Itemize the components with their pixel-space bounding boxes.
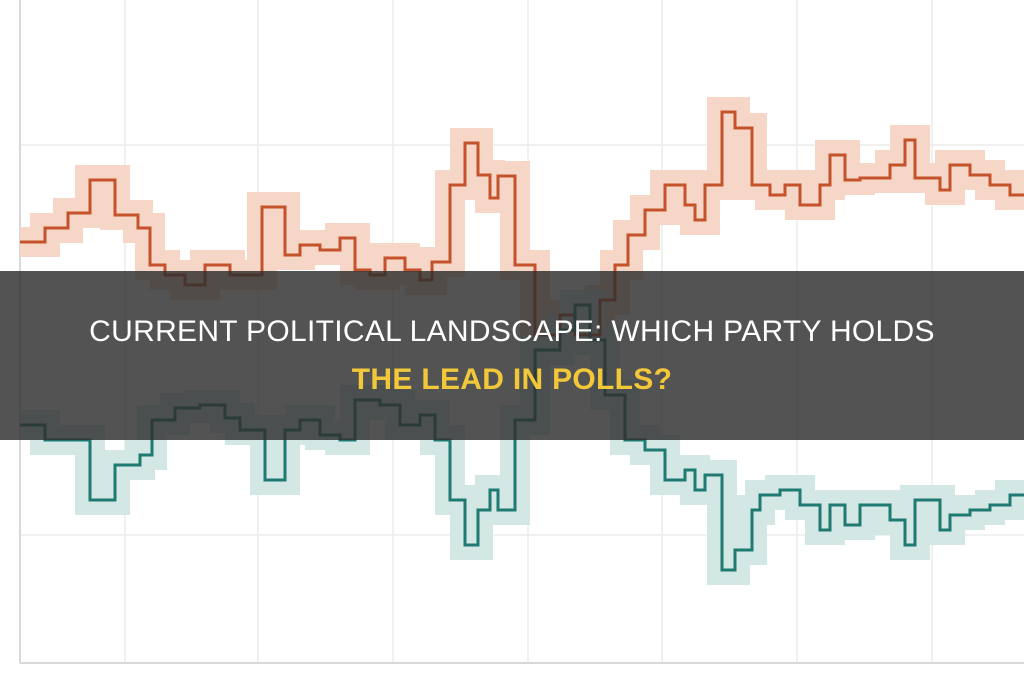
title-banner: CURRENT POLITICAL LANDSCAPE: WHICH PARTY…	[0, 271, 1024, 440]
title-line: CURRENT POLITICAL LANDSCAPE: WHICH PARTY…	[89, 314, 935, 348]
title-line: THE LEAD IN POLLS?	[351, 362, 673, 396]
